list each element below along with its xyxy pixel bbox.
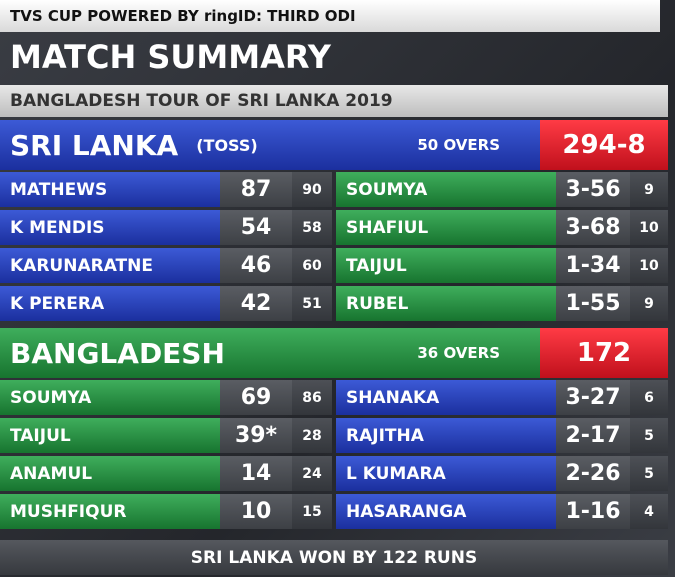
batter-runs: 54: [220, 210, 292, 245]
batter-runs: 14: [220, 456, 292, 491]
bowler-overs: 9: [630, 286, 668, 321]
team-name: SRI LANKA: [10, 128, 179, 162]
bowler-figures: 2-17: [556, 418, 630, 453]
team-bar: SRI LANKA (TOSS) 50 OVERS: [0, 120, 540, 170]
bowler-figures: 1-34: [556, 248, 630, 283]
batter-runs: 46: [220, 248, 292, 283]
bowler-overs: 10: [630, 210, 668, 245]
subtitle: BANGLADESH TOUR OF SRI LANKA 2019: [0, 85, 668, 117]
bowler-overs: 9: [630, 172, 668, 207]
team-score: 294-8: [540, 120, 668, 170]
batter-balls: 90: [292, 172, 332, 207]
bowler-name: L KUMARA: [336, 456, 556, 491]
batter-balls: 60: [292, 248, 332, 283]
batter-name: MATHEWS: [0, 172, 220, 207]
bowler-figures: 3-56: [556, 172, 630, 207]
batter-name: ANAMUL: [0, 456, 220, 491]
bowler-figures: 3-68: [556, 210, 630, 245]
bowler-overs: 10: [630, 248, 668, 283]
title: MATCH SUMMARY: [10, 38, 331, 76]
bowler-overs: 5: [630, 456, 668, 491]
bowler-figures: 1-55: [556, 286, 630, 321]
batter-balls: 86: [292, 380, 332, 415]
bowler-name: SHAFIUL: [336, 210, 556, 245]
bowler-figures: 2-26: [556, 456, 630, 491]
bowler-name: TAIJUL: [336, 248, 556, 283]
result: SRI LANKA WON BY 122 RUNS: [0, 540, 668, 575]
batter-name: SOUMYA: [0, 380, 220, 415]
batter-name: TAIJUL: [0, 418, 220, 453]
bowler-name: RUBEL: [336, 286, 556, 321]
batter-runs: 39*: [220, 418, 292, 453]
bowler-figures: 1-16: [556, 494, 630, 529]
series-title: TVS CUP POWERED BY ringID: THIRD ODI: [0, 0, 660, 32]
bowler-name: SOUMYA: [336, 172, 556, 207]
batter-runs: 10: [220, 494, 292, 529]
bowler-figures: 3-27: [556, 380, 630, 415]
batter-balls: 58: [292, 210, 332, 245]
batter-name: MUSHFIQUR: [0, 494, 220, 529]
batter-name: KARUNARATNE: [0, 248, 220, 283]
bowler-overs: 6: [630, 380, 668, 415]
batter-runs: 69: [220, 380, 292, 415]
bowler-name: RAJITHA: [336, 418, 556, 453]
team-name: BANGLADESH: [10, 336, 225, 370]
batter-balls: 28: [292, 418, 332, 453]
team-bar: BANGLADESH 36 OVERS: [0, 328, 540, 378]
bowler-overs: 4: [630, 494, 668, 529]
team-score: 172: [540, 328, 668, 378]
bowler-name: HASARANGA: [336, 494, 556, 529]
batter-name: K PERERA: [0, 286, 220, 321]
batter-runs: 42: [220, 286, 292, 321]
batter-name: K MENDIS: [0, 210, 220, 245]
overs: 36 OVERS: [417, 344, 500, 362]
toss-note: (TOSS): [196, 135, 258, 155]
batter-balls: 24: [292, 456, 332, 491]
bowler-overs: 5: [630, 418, 668, 453]
batter-runs: 87: [220, 172, 292, 207]
bowler-name: SHANAKA: [336, 380, 556, 415]
batter-balls: 51: [292, 286, 332, 321]
batter-balls: 15: [292, 494, 332, 529]
overs: 50 OVERS: [417, 136, 500, 154]
